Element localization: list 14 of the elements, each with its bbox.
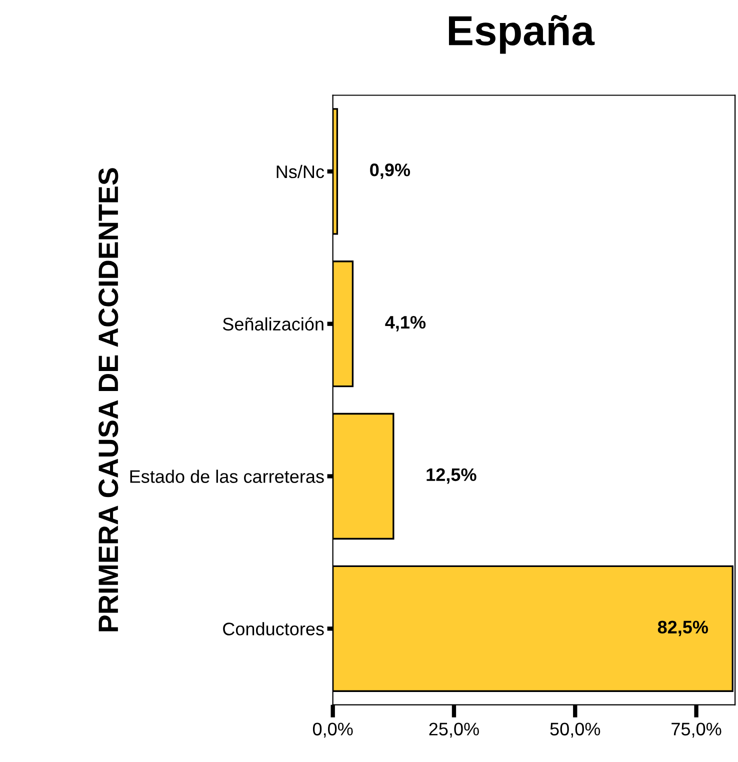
data-label: 4,1% bbox=[385, 316, 426, 332]
x-tick-label: 0,0% bbox=[312, 722, 353, 738]
y-axis-title: PRIMERA CAUSA DE ACCIDENTES bbox=[98, 168, 118, 632]
y-tick-label: Estado de las carreteras bbox=[130, 470, 324, 483]
chart-title: España bbox=[448, 15, 595, 54]
x-tick-label: 50,0% bbox=[550, 722, 600, 738]
x-tick-label: 25,0% bbox=[429, 722, 479, 738]
x-tick-label: 75,0% bbox=[672, 722, 722, 738]
data-label: 0,9% bbox=[370, 164, 410, 179]
y-tick-label: Señalización bbox=[222, 317, 324, 331]
y-tick-label: Conductores bbox=[223, 622, 324, 636]
data-label: 82,5% bbox=[658, 620, 708, 636]
data-label: 12,5% bbox=[426, 468, 476, 484]
y-tick-label: Ns/Nc bbox=[276, 164, 324, 178]
